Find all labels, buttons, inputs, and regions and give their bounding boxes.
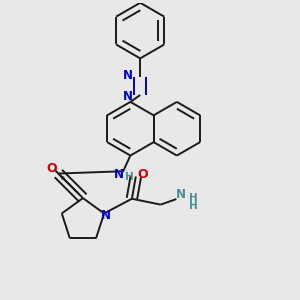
Text: N: N <box>101 208 111 222</box>
Text: N: N <box>123 69 133 82</box>
Text: O: O <box>137 168 148 182</box>
Text: O: O <box>46 162 56 175</box>
Text: N: N <box>123 89 133 103</box>
Text: H: H <box>189 201 198 211</box>
Text: H: H <box>189 193 198 203</box>
Text: N: N <box>176 188 186 201</box>
Text: H: H <box>125 172 134 182</box>
Text: N: N <box>114 168 124 181</box>
